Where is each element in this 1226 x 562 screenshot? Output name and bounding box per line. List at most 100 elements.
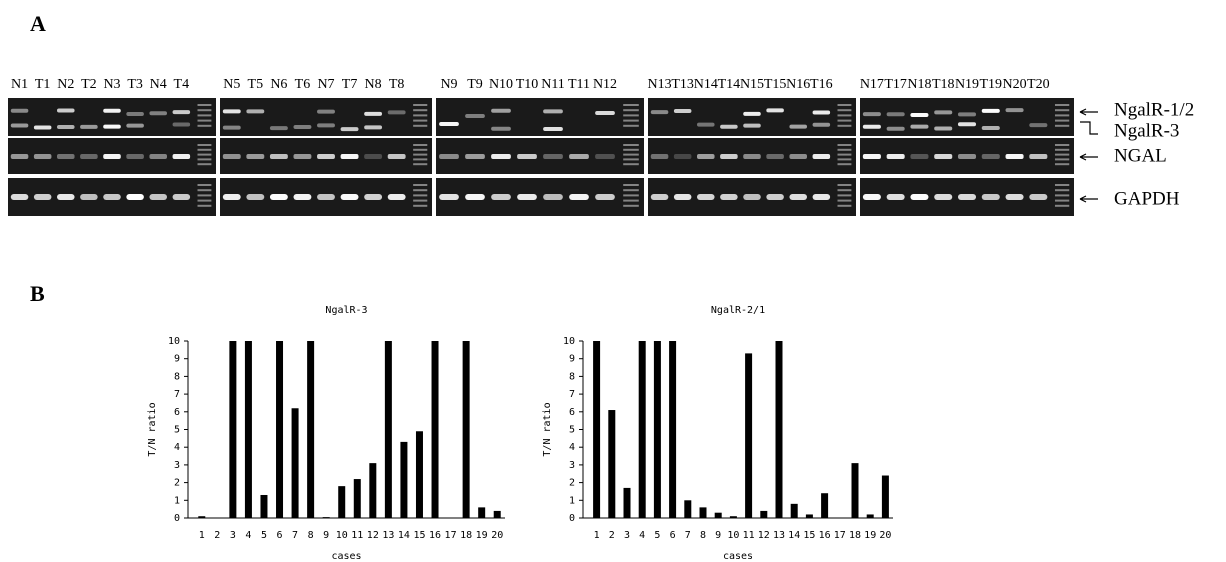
gel-band [863,154,881,159]
ladder-band [1055,149,1069,151]
lane-label: T9 [467,77,483,92]
x-tick-label: 7 [685,530,691,541]
x-tick-label: 20 [491,530,503,541]
gel-band [766,108,784,112]
lane-label: N11 [541,77,565,92]
y-tick-label: 5 [569,425,575,436]
ladder-band [413,114,427,116]
bar [624,488,631,518]
x-tick-label: 1 [199,530,205,541]
x-tick-label: 14 [788,530,800,541]
ladder-band [413,205,427,207]
lane-label: N14 [694,77,718,92]
gel-band [149,111,167,115]
gel-band [720,154,738,159]
lane-label: T16 [810,77,833,92]
ladder-band [1055,205,1069,207]
ladder-band [1055,189,1069,191]
lane-label: T1 [35,77,51,92]
chart-title: NgalR-2/1 [711,305,765,316]
y-tick-label: 8 [174,371,180,382]
gel-band [57,125,75,129]
bar [260,495,267,518]
lane-label: T2 [81,77,97,92]
gel-image [220,98,432,136]
gel-band [743,194,761,200]
y-tick-label: 0 [174,513,180,524]
lane-label: N12 [593,77,617,92]
x-tick-label: 19 [864,530,876,541]
ladder-band [1055,120,1069,122]
gel-band [80,125,98,129]
gel-band [651,110,669,114]
ladder-band [838,149,852,151]
y-tick-label: 3 [174,460,180,471]
lane-label: N2 [57,77,74,92]
gel-band [317,194,335,200]
ladder-band [413,194,427,196]
lane-label: N15 [740,77,764,92]
ladder-band [413,158,427,160]
gel-band [720,125,738,129]
x-tick-label: 16 [429,530,441,541]
y-tick-label: 4 [174,442,180,453]
gel-band [364,154,382,159]
gel-band [223,154,241,159]
x-tick-label: 7 [292,530,298,541]
y-tick-label: 2 [569,478,575,489]
ladder-band [198,120,212,122]
gel-band [149,154,167,159]
lane-label: N7 [317,77,334,92]
ladder-band [838,205,852,207]
x-tick-label: 4 [639,530,645,541]
bar [639,341,646,518]
bar [821,493,828,518]
ladder-band [838,189,852,191]
gel-band [491,194,511,200]
gel-band [491,127,511,131]
gel-band [293,194,311,200]
gel-band [697,194,715,200]
bar [608,410,615,518]
ladder-band [623,200,639,202]
y-tick-label: 8 [569,371,575,382]
ladder-band [838,104,852,106]
gel-band [934,154,952,159]
gel-band [173,122,191,126]
ladder-band [198,200,212,202]
gel-band [543,194,563,200]
ladder-band [198,205,212,207]
ladder-band [838,200,852,202]
ladder-band [1055,158,1069,160]
gel-band [465,194,485,200]
ladder-band [413,125,427,127]
ladder-band [838,184,852,186]
gel-band [126,124,144,128]
ladder-band [198,104,212,106]
gel-band [11,109,29,113]
gel-band [887,154,905,159]
ladder-band [198,189,212,191]
ladder-band [623,205,639,207]
ladder-band [623,194,639,196]
ladder-band [413,120,427,122]
ladder-band [413,149,427,151]
x-tick-label: 13 [773,530,785,541]
gel-band [910,125,928,129]
ladder-band [623,144,639,146]
bar [463,341,470,518]
lane-label: N9 [440,77,457,92]
gel-band [1006,194,1024,200]
x-tick-label: 18 [460,530,472,541]
ladder-band [623,163,639,165]
panel-label: B [30,281,45,306]
lane-label: T5 [248,77,264,92]
y-tick-label: 7 [174,389,180,400]
y-tick-label: 6 [569,407,575,418]
x-tick-label: 20 [879,530,891,541]
bar [867,514,874,518]
y-axis-label: T/N ratio [542,402,553,456]
bar [416,431,423,518]
lane-label: N5 [223,77,240,92]
gel-band [863,125,881,129]
